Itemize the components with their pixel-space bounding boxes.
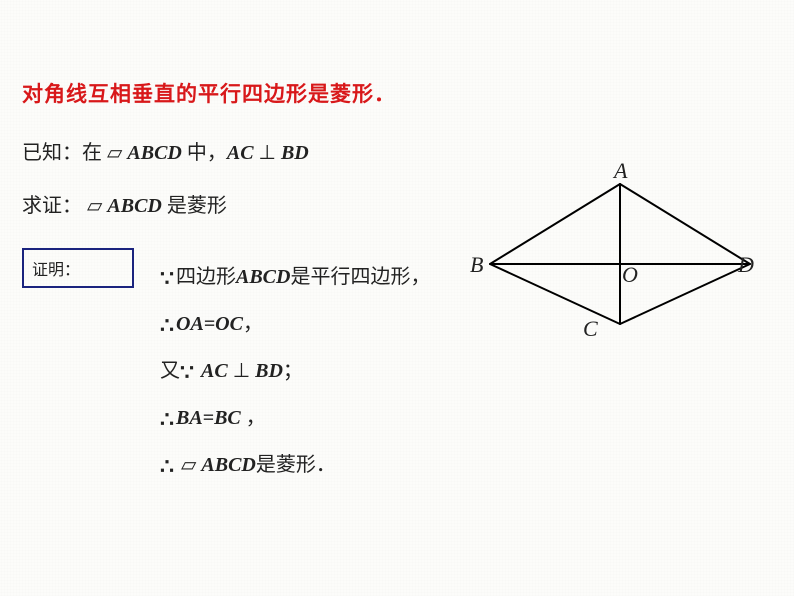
step2-comma: ， xyxy=(243,313,263,335)
given-bd: BD xyxy=(281,142,309,164)
proof-step-2: ∴OA=OC， xyxy=(160,307,430,336)
proof-step-5: ∴ ▱ ABCD是菱形． xyxy=(160,448,430,477)
parallelogram-symbol: ▱ xyxy=(87,195,102,217)
step3-semi: ； xyxy=(283,360,303,382)
step4-comma: ， xyxy=(246,407,266,429)
step5-text: 是菱形． xyxy=(256,454,336,476)
prove-abcd: ABCD xyxy=(102,195,166,217)
step3-ac: AC xyxy=(196,360,233,382)
vertex-label-b: B xyxy=(470,252,483,278)
proof-steps: ∵四边形ABCD是平行四边形， ∴OA=OC， 又∵ AC ⊥ BD； ∴BA=… xyxy=(160,260,430,495)
therefore-symbol: ∴ xyxy=(160,407,174,432)
vertex-label-c: C xyxy=(583,316,598,342)
rhombus-svg xyxy=(470,164,770,364)
step3-pre: 又 xyxy=(160,360,180,382)
perp-symbol: ⊥ xyxy=(254,142,281,164)
vertex-label-d: D xyxy=(738,252,754,278)
therefore-symbol: ∴ xyxy=(160,454,174,479)
given-ac: AC xyxy=(227,142,254,164)
proof-label: 证明： xyxy=(32,256,80,280)
theorem-statement: 对角线互相垂直的平行四边形是菱形． xyxy=(22,78,772,108)
rhombus-figure: A B C D O xyxy=(470,164,770,364)
proof-step-3: 又∵ AC ⊥ BD； xyxy=(160,354,430,383)
parallelogram-symbol: ▱ xyxy=(176,454,201,476)
proof-step-4: ∴BA=BC ， xyxy=(160,401,430,430)
step1-abcd: ABCD xyxy=(236,266,290,288)
prove-prefix: 求证： xyxy=(22,195,87,217)
given-prefix: 已知：在 xyxy=(22,142,107,164)
proof-step-1: ∵四边形ABCD是平行四边形， xyxy=(160,260,430,289)
center-label-o: O xyxy=(622,262,638,288)
step1-text-a: 四边形 xyxy=(176,266,236,288)
therefore-symbol: ∴ xyxy=(160,313,174,338)
step3-bd: BD xyxy=(250,360,283,382)
given-abcd: ABCD xyxy=(122,142,186,164)
proof-label-box: 证明： xyxy=(22,248,134,288)
because-symbol: ∵ xyxy=(160,266,174,291)
step4-eq: BA=BC xyxy=(176,407,246,429)
perp-symbol: ⊥ xyxy=(233,360,250,382)
step5-abcd: ABCD xyxy=(201,454,255,476)
given-mid: 中， xyxy=(187,142,227,164)
prove-suffix: 是菱形 xyxy=(167,195,227,217)
vertex-label-a: A xyxy=(614,158,627,184)
because-symbol: ∵ xyxy=(180,360,194,385)
given-line: 已知：在 ▱ ABCD 中，AC ⊥ BD xyxy=(22,136,772,165)
parallelogram-symbol: ▱ xyxy=(107,142,122,164)
step2-eq: OA=OC xyxy=(176,313,243,335)
step1-text-c: 是平行四边形， xyxy=(290,266,430,288)
